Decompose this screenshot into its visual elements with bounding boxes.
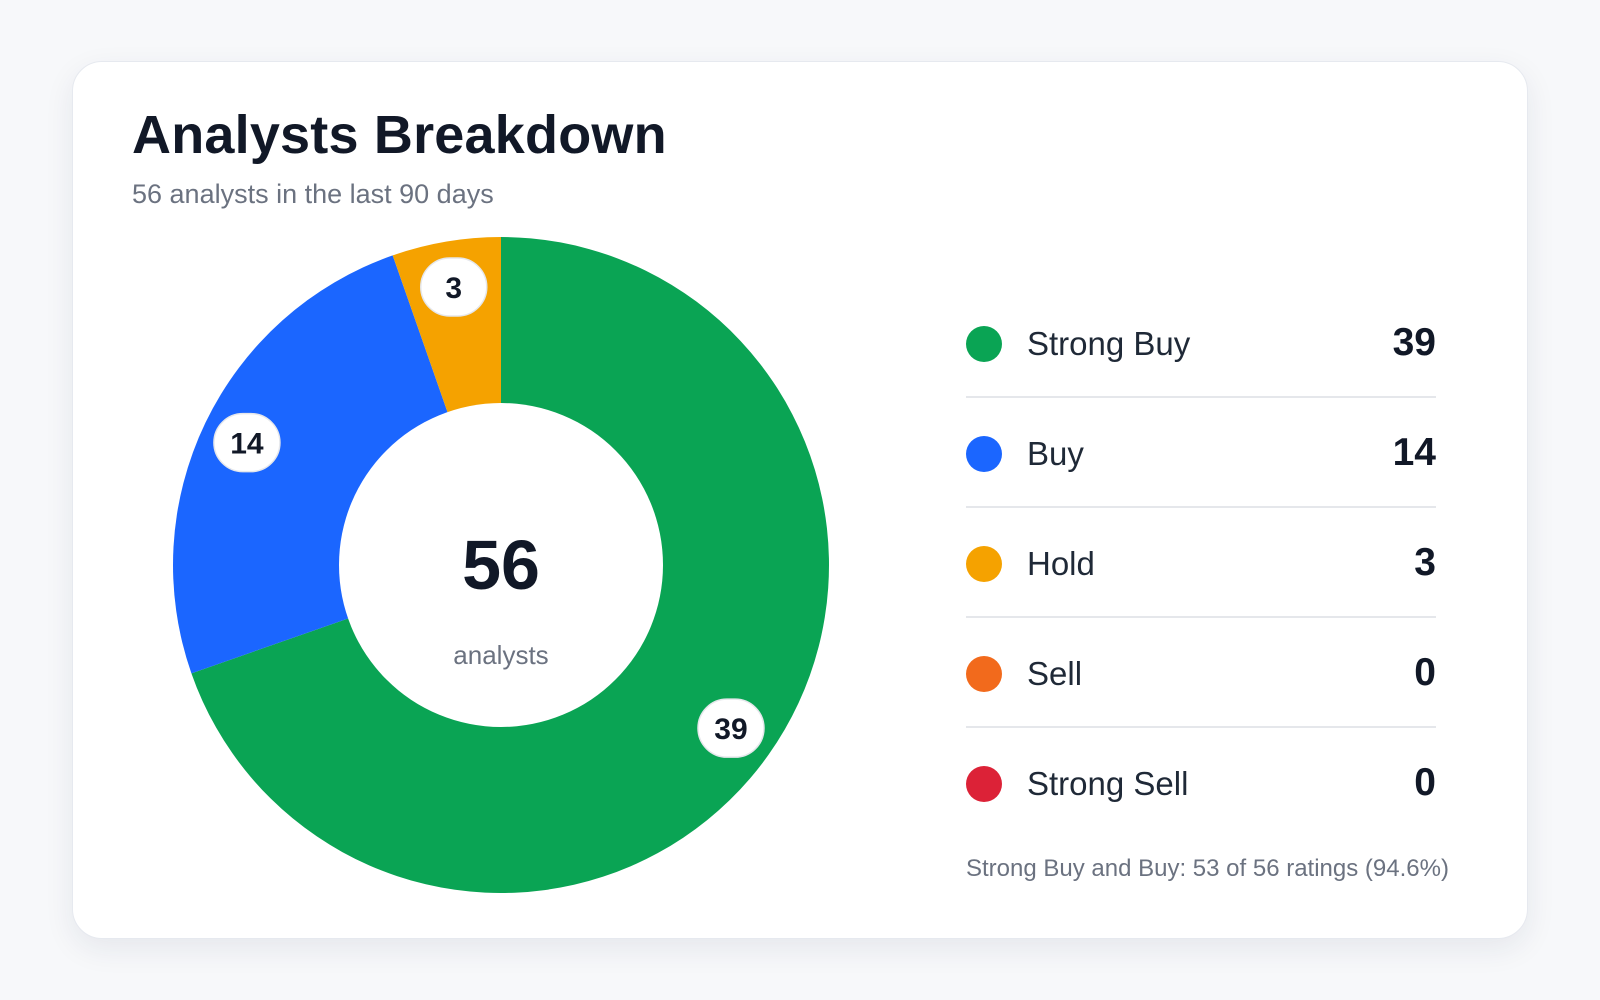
legend-swatch <box>966 766 1002 802</box>
legend-row-buy: Buy 14 <box>966 398 1436 508</box>
legend-value: 3 <box>1414 541 1436 584</box>
legend-row-sell: Sell 0 <box>966 618 1436 728</box>
legend-label: Hold <box>1027 545 1095 582</box>
legend-label: Sell <box>1027 655 1083 692</box>
legend-row-hold: Hold 3 <box>966 508 1436 618</box>
slice-label-value: 39 <box>714 713 747 746</box>
center-total-value: 56 <box>462 526 540 604</box>
legend-swatch <box>966 546 1002 582</box>
legend-value: 39 <box>1392 321 1436 364</box>
slice-label-buy: 14 <box>213 412 281 473</box>
card-subtitle: 56 analysts in the last 90 days <box>132 179 494 209</box>
legend-value: 0 <box>1414 761 1436 804</box>
legend-swatch <box>966 326 1002 362</box>
slice-label-value: 14 <box>230 428 264 461</box>
slice-label-pill <box>697 698 765 758</box>
donut-chart-svg: 56 analysts 39 14 3 <box>173 237 830 893</box>
legend-label: Strong Sell <box>1027 765 1189 802</box>
legend-row-strong-sell: Strong Sell 0 <box>966 728 1436 838</box>
legend-label: Buy <box>1027 435 1084 472</box>
card-title: Analysts Breakdown <box>132 105 667 165</box>
donut-chart: 56 analysts 39 14 3 <box>173 237 843 907</box>
legend-swatch <box>966 436 1002 472</box>
center-total-label: analysts <box>453 640 548 670</box>
legend-label: Strong Buy <box>1027 325 1191 362</box>
slice-label-strong-buy: 39 <box>697 698 765 758</box>
legend-swatch <box>966 656 1002 692</box>
slice-labels: 39 14 3 <box>213 257 765 758</box>
slice-label-pill <box>213 412 281 473</box>
slice-label-hold: 3 <box>420 257 488 317</box>
legend-value: 0 <box>1414 651 1436 694</box>
legend: Strong Buy 39 Buy 14 Hold 3 Sell 0 Strong Sell 0 <box>966 288 1436 838</box>
legend-row-strong-buy: Strong Buy 39 <box>966 288 1436 398</box>
footnote: Strong Buy and Buy: 53 of 56 ratings (94… <box>966 855 1449 882</box>
slice-label-value: 3 <box>445 272 462 305</box>
slice-label-pill <box>420 257 488 317</box>
donut-hole <box>339 403 663 727</box>
analysts-breakdown-card: Analysts Breakdown 56 analysts in the la… <box>72 61 1528 939</box>
legend-value: 14 <box>1392 431 1436 474</box>
